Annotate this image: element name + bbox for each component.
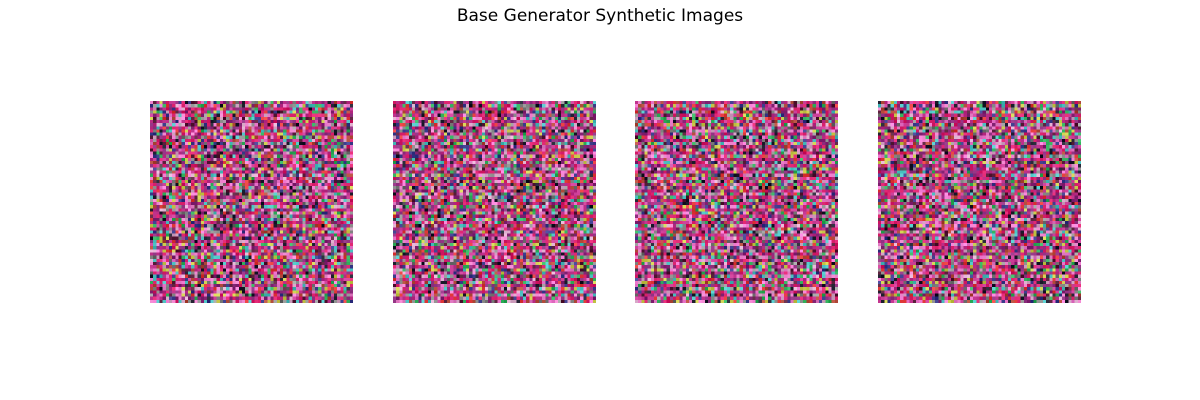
synthetic-image-1 — [150, 101, 353, 303]
synthetic-image-3 — [635, 101, 838, 303]
synthetic-image-4-canvas — [878, 101, 1081, 303]
synthetic-image-1-canvas — [150, 101, 353, 303]
synthetic-image-2-canvas — [393, 101, 596, 303]
figure-title: Base Generator Synthetic Images — [456, 6, 744, 26]
synthetic-image-2 — [393, 101, 596, 303]
synthetic-image-3-canvas — [635, 101, 838, 303]
synthetic-image-4 — [878, 101, 1081, 303]
